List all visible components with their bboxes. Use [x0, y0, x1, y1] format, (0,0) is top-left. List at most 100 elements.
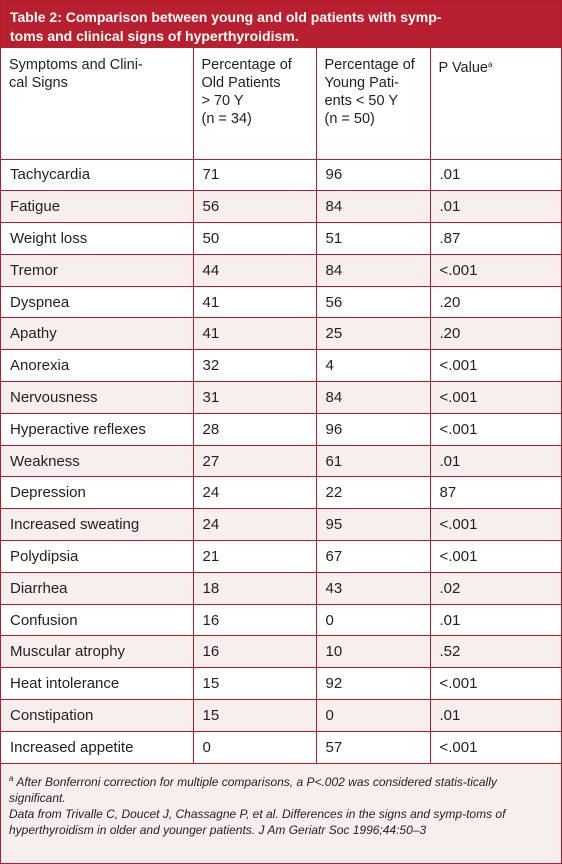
cell-young-pct: 95	[316, 508, 431, 542]
cell-young-pct: 61	[316, 445, 431, 478]
cell-symptom: Increased appetite	[1, 731, 194, 764]
header-old-patients: Percentage of Old Patients > 70 Y (n = 3…	[193, 48, 317, 160]
cell-old-pct: 0	[193, 731, 317, 764]
table-row: Increased sweating 24 95 <.001	[1, 508, 561, 542]
table-row: Diarrhea 18 43.02	[1, 572, 561, 605]
cell-symptom: Weakness	[1, 445, 194, 478]
cell-young-pct: 0	[316, 604, 431, 637]
cell-old-pct: 71	[193, 159, 317, 192]
cell-p-value: .02	[430, 572, 561, 605]
cell-young-pct: 96	[316, 413, 431, 446]
cell-old-pct: 18	[193, 572, 317, 605]
cell-old-pct: 32	[193, 349, 317, 383]
table-row: Weakness 27 61.01	[1, 445, 561, 478]
cell-young-pct: 0	[316, 699, 431, 732]
cell-p-value: .01	[430, 159, 561, 192]
table-row: Weight loss 50 51.87	[1, 222, 561, 255]
cell-symptom: Confusion	[1, 604, 194, 637]
cell-old-pct: 44	[193, 254, 317, 287]
cell-p-value: <.001	[430, 731, 561, 764]
cell-p-value: 87	[430, 476, 561, 510]
table-row: Apathy 41 25.20	[1, 317, 561, 351]
cell-p-value: <.001	[430, 667, 561, 701]
table-row: Nervousness 31 84 <.001	[1, 381, 561, 414]
cell-old-pct: 24	[193, 476, 317, 510]
cell-symptom: Heat intolerance	[1, 667, 194, 701]
cell-young-pct: 84	[316, 381, 431, 414]
cell-p-value: <.001	[430, 508, 561, 542]
cell-p-value: .01	[430, 604, 561, 637]
cell-old-pct: 28	[193, 413, 317, 446]
cell-old-pct: 41	[193, 286, 317, 319]
cell-young-pct: 84	[316, 190, 431, 224]
header-symptoms: Symptoms and Clini- cal Signs	[1, 48, 194, 160]
footnote-marker: a	[487, 60, 493, 69]
header-row: Symptoms and Clini- cal Signs Percentage…	[1, 48, 561, 160]
cell-p-value: <.001	[430, 254, 561, 287]
cell-p-value: .20	[430, 317, 561, 351]
cell-symptom: Dyspnea	[1, 286, 194, 319]
table-row: Tremor 44 84 <.001	[1, 254, 561, 287]
cell-symptom: Diarrhea	[1, 572, 194, 605]
cell-old-pct: 50	[193, 222, 317, 255]
cell-young-pct: 43	[316, 572, 431, 605]
table-row: Fatigue 56 84.01	[1, 190, 561, 224]
table-title: Table 2: Comparison between young and ol…	[1, 1, 561, 48]
cell-young-pct: 4	[316, 349, 431, 383]
footnote-marker: a	[9, 773, 14, 783]
cell-young-pct: 84	[316, 254, 431, 287]
header-young-patients: Percentage of Young Pati- ents < 50 Y (n…	[316, 48, 431, 160]
cell-young-pct: 67	[316, 540, 431, 573]
cell-old-pct: 15	[193, 699, 317, 732]
cell-young-pct: 10	[316, 635, 431, 669]
table-row: Dyspnea 41 56.20	[1, 286, 561, 319]
cell-symptom: Weight loss	[1, 222, 194, 255]
table-row: Constipation 15 0.01	[1, 699, 561, 732]
cell-symptom: Polydipsia	[1, 540, 194, 573]
cell-old-pct: 27	[193, 445, 317, 478]
cell-symptom: Fatigue	[1, 190, 194, 224]
data-table: Symptoms and Clini- cal Signs Percentage…	[1, 48, 561, 764]
cell-p-value: .01	[430, 699, 561, 732]
cell-old-pct: 15	[193, 667, 317, 701]
cell-young-pct: 96	[316, 159, 431, 192]
table-row: Increased appetite 0 57 <.001	[1, 731, 561, 764]
cell-young-pct: 25	[316, 317, 431, 351]
cell-p-value: <.001	[430, 413, 561, 446]
cell-old-pct: 31	[193, 381, 317, 414]
cell-p-value: <.001	[430, 381, 561, 414]
cell-young-pct: 57	[316, 731, 431, 764]
table-row: Hyperactive reflexes 28 96 <.001	[1, 413, 561, 446]
cell-p-value: <.001	[430, 349, 561, 383]
cell-old-pct: 16	[193, 604, 317, 637]
cell-symptom: Tremor	[1, 254, 194, 287]
cell-symptom: Constipation	[1, 699, 194, 732]
table-row: Anorexia 32 4 <.001	[1, 349, 561, 383]
cell-symptom: Apathy	[1, 317, 194, 351]
cell-old-pct: 41	[193, 317, 317, 351]
table-row: Heat intolerance 15 92 <.001	[1, 667, 561, 701]
cell-p-value: .20	[430, 286, 561, 319]
header-p-value-label: P Value	[438, 60, 488, 76]
cell-p-value: .87	[430, 222, 561, 255]
source-citation: Data from Trivalle C, Doucet J, Chassagn…	[9, 806, 506, 837]
footnote-correction: a After Bonferroni correction for multip…	[9, 771, 553, 806]
cell-old-pct: 21	[193, 540, 317, 573]
header-p-value: P Valuea	[430, 48, 561, 160]
cell-symptom: Hyperactive reflexes	[1, 413, 194, 446]
footnotes: a After Bonferroni correction for multip…	[1, 764, 561, 838]
cell-young-pct: 56	[316, 286, 431, 319]
table-row: Tachycardia 71 96.01	[1, 159, 561, 192]
cell-symptom: Depression	[1, 476, 194, 510]
cell-old-pct: 56	[193, 190, 317, 224]
table-row: Muscular atrophy 16 10.52	[1, 635, 561, 669]
cell-p-value: .52	[430, 635, 561, 669]
cell-young-pct: 92	[316, 667, 431, 701]
cell-p-value: <.001	[430, 540, 561, 573]
cell-symptom: Increased sweating	[1, 508, 194, 542]
cell-symptom: Anorexia	[1, 349, 194, 383]
table-row: Confusion 16 0.01	[1, 604, 561, 637]
cell-symptom: Nervousness	[1, 381, 194, 414]
table-row: Polydipsia 21 67 <.001	[1, 540, 561, 573]
